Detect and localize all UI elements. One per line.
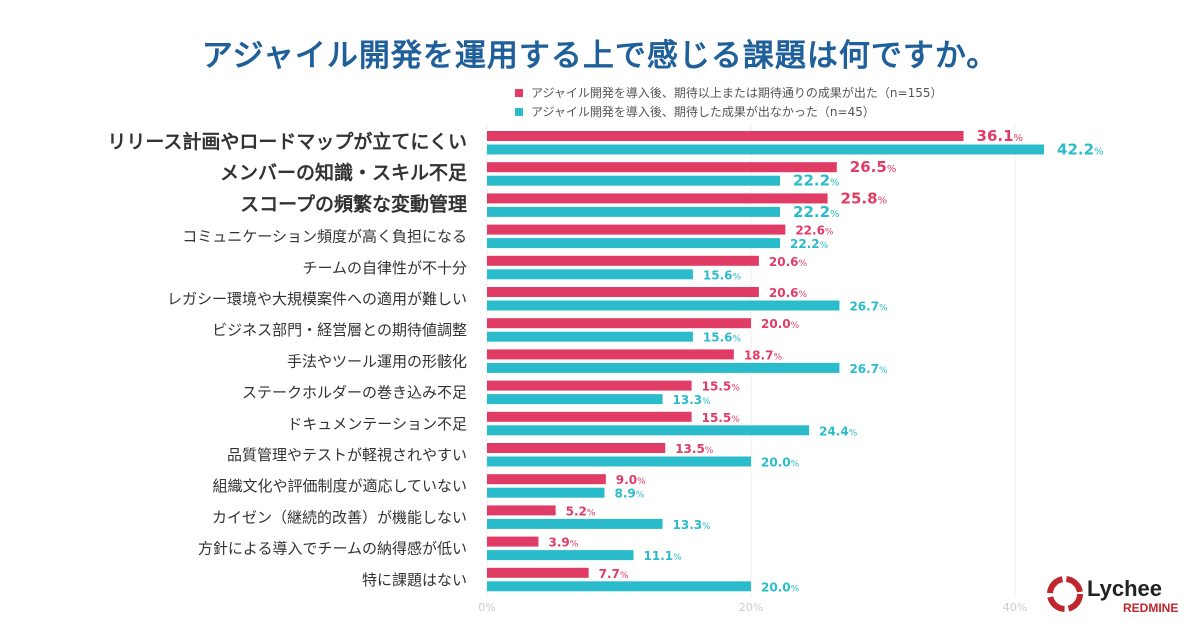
legend-swatch — [515, 88, 523, 97]
data-label: 20.0% — [761, 580, 800, 594]
chart-title: アジャイル開発を運用する上で感じる課題は何ですか。 — [201, 38, 999, 74]
bar — [487, 536, 539, 547]
legend-label: アジャイル開発を導入後、期待以上または期待通りの成果が出た（n=155） — [531, 86, 943, 100]
logo-sub: REDMINE — [1123, 601, 1178, 615]
legend-item-failure: アジャイル開発を導入後、期待した成果が出なかった（n=45） — [515, 103, 875, 120]
category-label: ビジネス部門・経営層との期待値調整 — [212, 321, 467, 339]
legend-item-success: アジャイル開発を導入後、期待以上または期待通りの成果が出た（n=155） — [515, 84, 943, 101]
lychee-logo: Lychee REDMINE — [1045, 572, 1185, 624]
data-label: 26.7% — [849, 362, 888, 376]
data-label: 26.5% — [850, 158, 897, 176]
bar — [487, 175, 781, 186]
x-tick-label: 40% — [1003, 601, 1027, 614]
data-label: 22.6% — [795, 224, 834, 238]
category-label: カイゼン（継続的改善）が機能しない — [212, 508, 467, 526]
bar — [487, 505, 556, 516]
data-label: 20.6% — [769, 286, 808, 300]
bar — [487, 487, 605, 498]
bar — [487, 162, 837, 173]
bar — [487, 318, 751, 329]
bar — [487, 206, 781, 217]
data-label: 11.1% — [644, 549, 683, 563]
bar — [487, 518, 663, 529]
bar — [487, 255, 759, 266]
bar — [487, 131, 964, 141]
data-label: 8.9% — [614, 487, 644, 501]
data-label: 20.0% — [761, 456, 800, 470]
bar — [487, 144, 1045, 155]
data-label: 25.8% — [841, 189, 888, 207]
category-label: ステークホルダーの巻き込み不足 — [242, 384, 467, 402]
bar — [487, 287, 759, 297]
bar — [487, 269, 693, 280]
bar — [487, 474, 606, 485]
bar — [487, 380, 692, 391]
bar — [487, 411, 692, 422]
category-label: 品質管理やテストが軽視されやすい — [227, 446, 467, 464]
bar — [487, 300, 840, 311]
logo-name: Lychee — [1087, 576, 1162, 601]
bar — [487, 238, 781, 249]
data-label: 13.3% — [673, 518, 712, 532]
category-label: レガシー環境や大規模案件への適用が難しい — [167, 290, 467, 308]
data-label: 5.2% — [566, 504, 596, 518]
bar — [487, 425, 810, 436]
data-label: 20.0% — [761, 317, 800, 331]
bar — [487, 193, 828, 204]
category-label: ドキュメンテーション不足 — [287, 415, 467, 433]
data-label: 42.2% — [1057, 141, 1104, 159]
data-label: 22.2% — [793, 172, 840, 190]
category-label: コミュニケーション頻度が高く負担になる — [182, 228, 467, 246]
category-label: 手法やツール運用の形骸化 — [287, 352, 467, 370]
bar — [487, 362, 840, 373]
data-label: 13.5% — [675, 442, 714, 456]
data-label: 9.0% — [616, 473, 646, 487]
data-label: 24.4% — [819, 424, 858, 438]
category-label: 方針による導入でチームの納得感が低い — [198, 540, 467, 558]
legend-label: アジャイル開発を導入後、期待した成果が出なかった（n=45） — [531, 105, 875, 119]
bar — [487, 224, 786, 235]
bar — [487, 581, 751, 592]
data-label: 15.5% — [702, 411, 741, 425]
data-label: 15.6% — [703, 268, 742, 282]
bar — [487, 456, 751, 467]
x-tick-label: 20% — [739, 601, 763, 614]
data-label: 36.1% — [977, 127, 1024, 145]
data-label: 20.6% — [769, 255, 808, 269]
x-tick-label: 0% — [478, 601, 495, 614]
category-label: スコープの頻繁な変動管理 — [240, 192, 467, 215]
category-label: メンバーの知識・スキル不足 — [220, 161, 468, 184]
legend-swatch — [515, 107, 523, 116]
data-label: 15.5% — [702, 380, 741, 394]
data-label: 3.9% — [548, 536, 578, 550]
category-label: 組織文化や評価制度が適応していない — [212, 477, 467, 495]
bar — [487, 550, 634, 561]
category-label: チームの自律性が不十分 — [302, 259, 467, 277]
data-label: 15.6% — [703, 331, 742, 345]
category-label: リリース計画やロードマップが立てにくい — [107, 130, 467, 153]
bar — [487, 567, 589, 578]
category-label: 特に課題はない — [362, 571, 467, 589]
data-label: 18.7% — [744, 348, 783, 362]
bar — [487, 331, 693, 342]
data-label: 13.3% — [673, 393, 712, 407]
bar — [487, 443, 666, 453]
data-label: 26.7% — [849, 300, 888, 314]
data-label: 7.7% — [599, 567, 629, 581]
bar — [487, 394, 663, 405]
data-label: 22.2% — [790, 237, 829, 251]
data-label: 22.2% — [793, 203, 840, 221]
bar — [487, 349, 734, 360]
